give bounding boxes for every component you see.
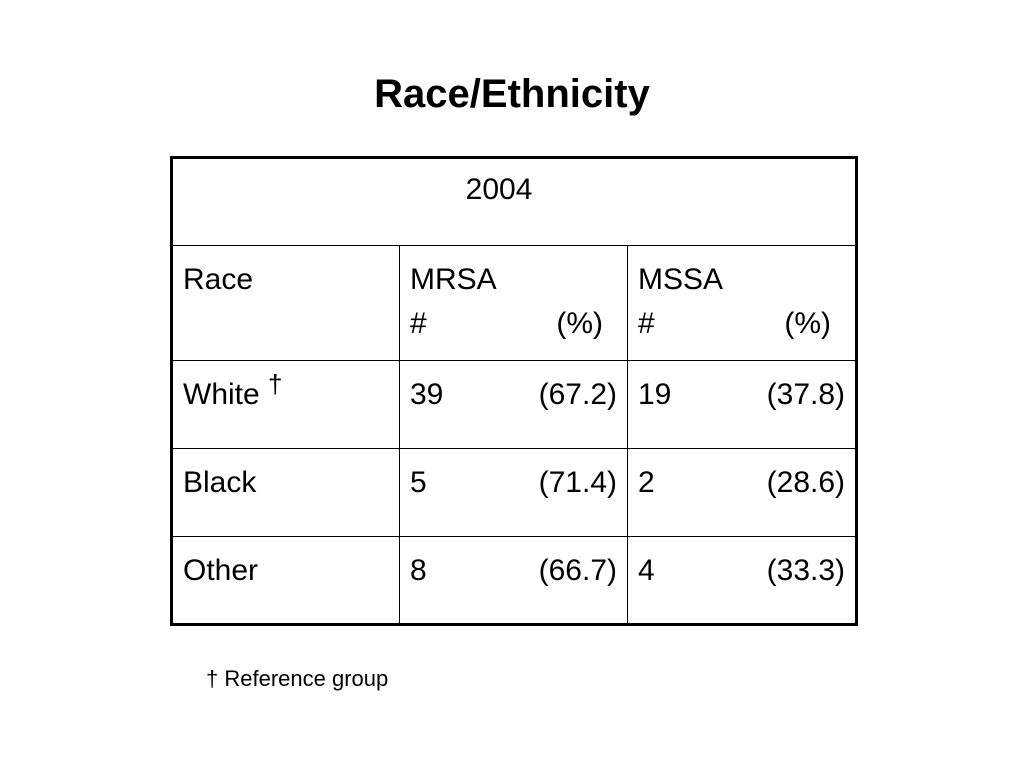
race-label: Other (183, 554, 259, 587)
race-cell: White † (171, 360, 400, 449)
mssa-count-symbol: # (638, 307, 655, 340)
mrsa-percent: (66.7) (538, 554, 617, 587)
mrsa-percent: (71.4) (538, 466, 617, 499)
mssa-count: 4 (638, 554, 655, 587)
mrsa-percent: (67.2) (538, 378, 617, 411)
mssa-percent: (37.8) (766, 378, 846, 411)
mssa-pct-symbol: (%) (784, 307, 832, 340)
mssa-header-cell: MSSA # (%) (626, 245, 858, 361)
race-ethnicity-table: 2004 Race MRSA # (%) MSSA # (%) (170, 156, 859, 626)
table-row-white: White † 39 (67.2) 19 (37.8) (171, 360, 858, 449)
mssa-cell: 2 (28.6) (626, 448, 858, 537)
mssa-count: 19 (638, 378, 672, 411)
table-row-other: Other 8 (66.7) 4 (33.3) (171, 536, 858, 625)
mssa-header: MSSA (638, 263, 724, 296)
year-row: 2004 (170, 157, 858, 246)
mrsa-header: MRSA (410, 263, 497, 296)
mrsa-subheader: # (%) (410, 302, 617, 346)
race-header: Race (183, 263, 254, 296)
race-label: Black (183, 466, 257, 499)
mssa-cell: 19 (37.8) (626, 360, 858, 449)
table-row-black: Black 5 (71.4) 2 (28.6) (171, 448, 858, 537)
mssa-percent: (33.3) (766, 554, 846, 587)
mrsa-cell: 39 (67.2) (399, 360, 628, 449)
race-cell: Black (171, 448, 400, 537)
race-header-cell: Race (171, 245, 400, 361)
race-cell: Other (171, 536, 400, 625)
mrsa-count: 8 (410, 554, 427, 587)
race-label: White (183, 378, 260, 411)
mrsa-count-symbol: # (410, 307, 427, 340)
header-row: Race MRSA # (%) MSSA # (%) (171, 245, 858, 361)
slide-title: Race/Ethnicity (374, 72, 650, 116)
mssa-subheader: # (%) (638, 302, 845, 346)
mssa-percent: (28.6) (766, 466, 846, 499)
mssa-count: 2 (638, 466, 655, 499)
mrsa-count: 5 (410, 466, 427, 499)
mrsa-cell: 8 (66.7) (399, 536, 628, 625)
reference-marker: † (268, 369, 283, 399)
mrsa-count: 39 (410, 378, 444, 411)
mssa-cell: 4 (33.3) (626, 536, 858, 625)
footnote: † Reference group (206, 666, 389, 691)
mrsa-pct-symbol: (%) (556, 307, 603, 340)
year-cell: 2004 (170, 157, 858, 246)
mrsa-cell: 5 (71.4) (399, 448, 628, 537)
mrsa-header-cell: MRSA # (%) (399, 245, 628, 361)
